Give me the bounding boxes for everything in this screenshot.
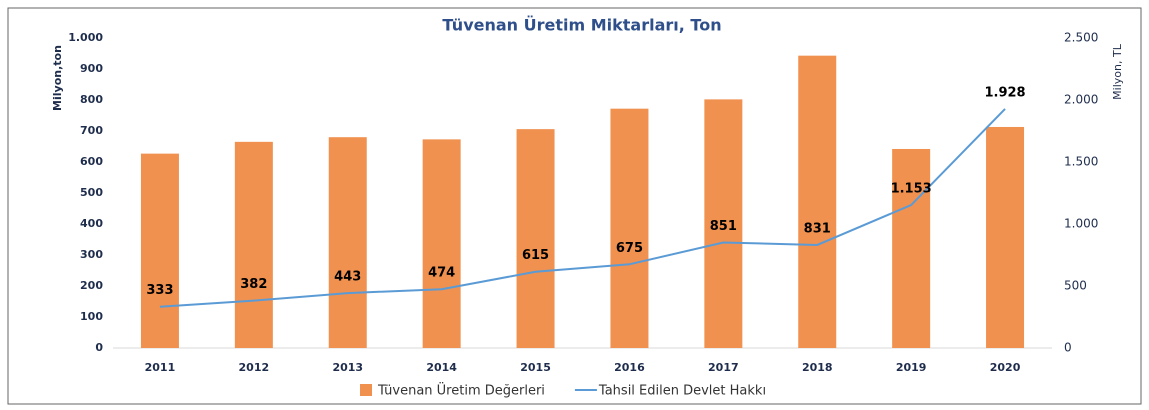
x-tick-label: 2015 (520, 361, 551, 374)
bar (328, 137, 367, 348)
data-label: 1.928 (984, 85, 1025, 100)
y2-tick-label: 0 (1064, 341, 1072, 355)
data-label: 382 (240, 277, 267, 292)
data-label: 474 (428, 266, 455, 281)
bar (798, 55, 837, 349)
y-tick-label: 1.000 (68, 31, 103, 44)
legend-label: Tahsil Edilen Devlet Hakkı (598, 384, 766, 399)
legend-label: Tüvenan Üretim Değerleri (377, 382, 545, 399)
y-tick-label: 300 (80, 248, 103, 261)
x-tick-label: 2011 (145, 361, 176, 374)
chart-title: Tüvenan Üretim Miktarları, Ton (442, 16, 721, 35)
x-tick-label: 2013 (332, 361, 363, 374)
x-tick-label: 2012 (239, 361, 270, 374)
y-tick-label: 400 (80, 217, 103, 230)
data-label: 851 (710, 219, 737, 234)
frame (7, 7, 1142, 405)
x-tick-label: 2018 (802, 361, 833, 374)
data-label: 443 (334, 270, 361, 285)
y-tick-label: 200 (80, 279, 103, 292)
data-label: 675 (616, 241, 643, 256)
bar (516, 129, 555, 348)
y2-tick-label: 1.500 (1064, 155, 1098, 169)
line (159, 108, 1006, 308)
legend-swatch (360, 384, 372, 396)
y-tick-label: 100 (80, 310, 103, 323)
y-tick-label: 700 (80, 124, 103, 137)
y2-tick-label: 500 (1064, 279, 1087, 293)
bar (234, 141, 273, 348)
y-tick-label: 500 (80, 186, 103, 199)
y2-tick-label: 2.000 (1064, 93, 1098, 107)
y-tick-label: 800 (80, 93, 103, 106)
bar (610, 108, 649, 349)
y2-tick-label: 2.500 (1064, 31, 1098, 45)
bar (140, 153, 179, 348)
y2-axis-label: Milyon, TL (1111, 43, 1124, 100)
data-label: 333 (146, 283, 173, 298)
bar (422, 139, 461, 348)
data-label: 831 (804, 221, 831, 236)
x-tick-label: 2014 (426, 361, 457, 374)
bar (704, 99, 743, 348)
y-tick-label: 600 (80, 155, 103, 168)
x-tick-label: 2020 (990, 361, 1021, 374)
x-tick-label: 2016 (614, 361, 645, 374)
bar (986, 126, 1025, 348)
x-tick-label: 2019 (896, 361, 927, 374)
y-tick-label: 900 (80, 62, 103, 75)
data-label: 615 (522, 248, 549, 263)
data-label: 1.153 (891, 182, 932, 197)
x-tick-label: 2017 (708, 361, 739, 374)
y2-tick-label: 1.000 (1064, 217, 1098, 231)
y-axis-label: Milyon,ton (51, 45, 64, 111)
bar (892, 148, 931, 348)
y-tick-label: 0 (95, 341, 103, 354)
